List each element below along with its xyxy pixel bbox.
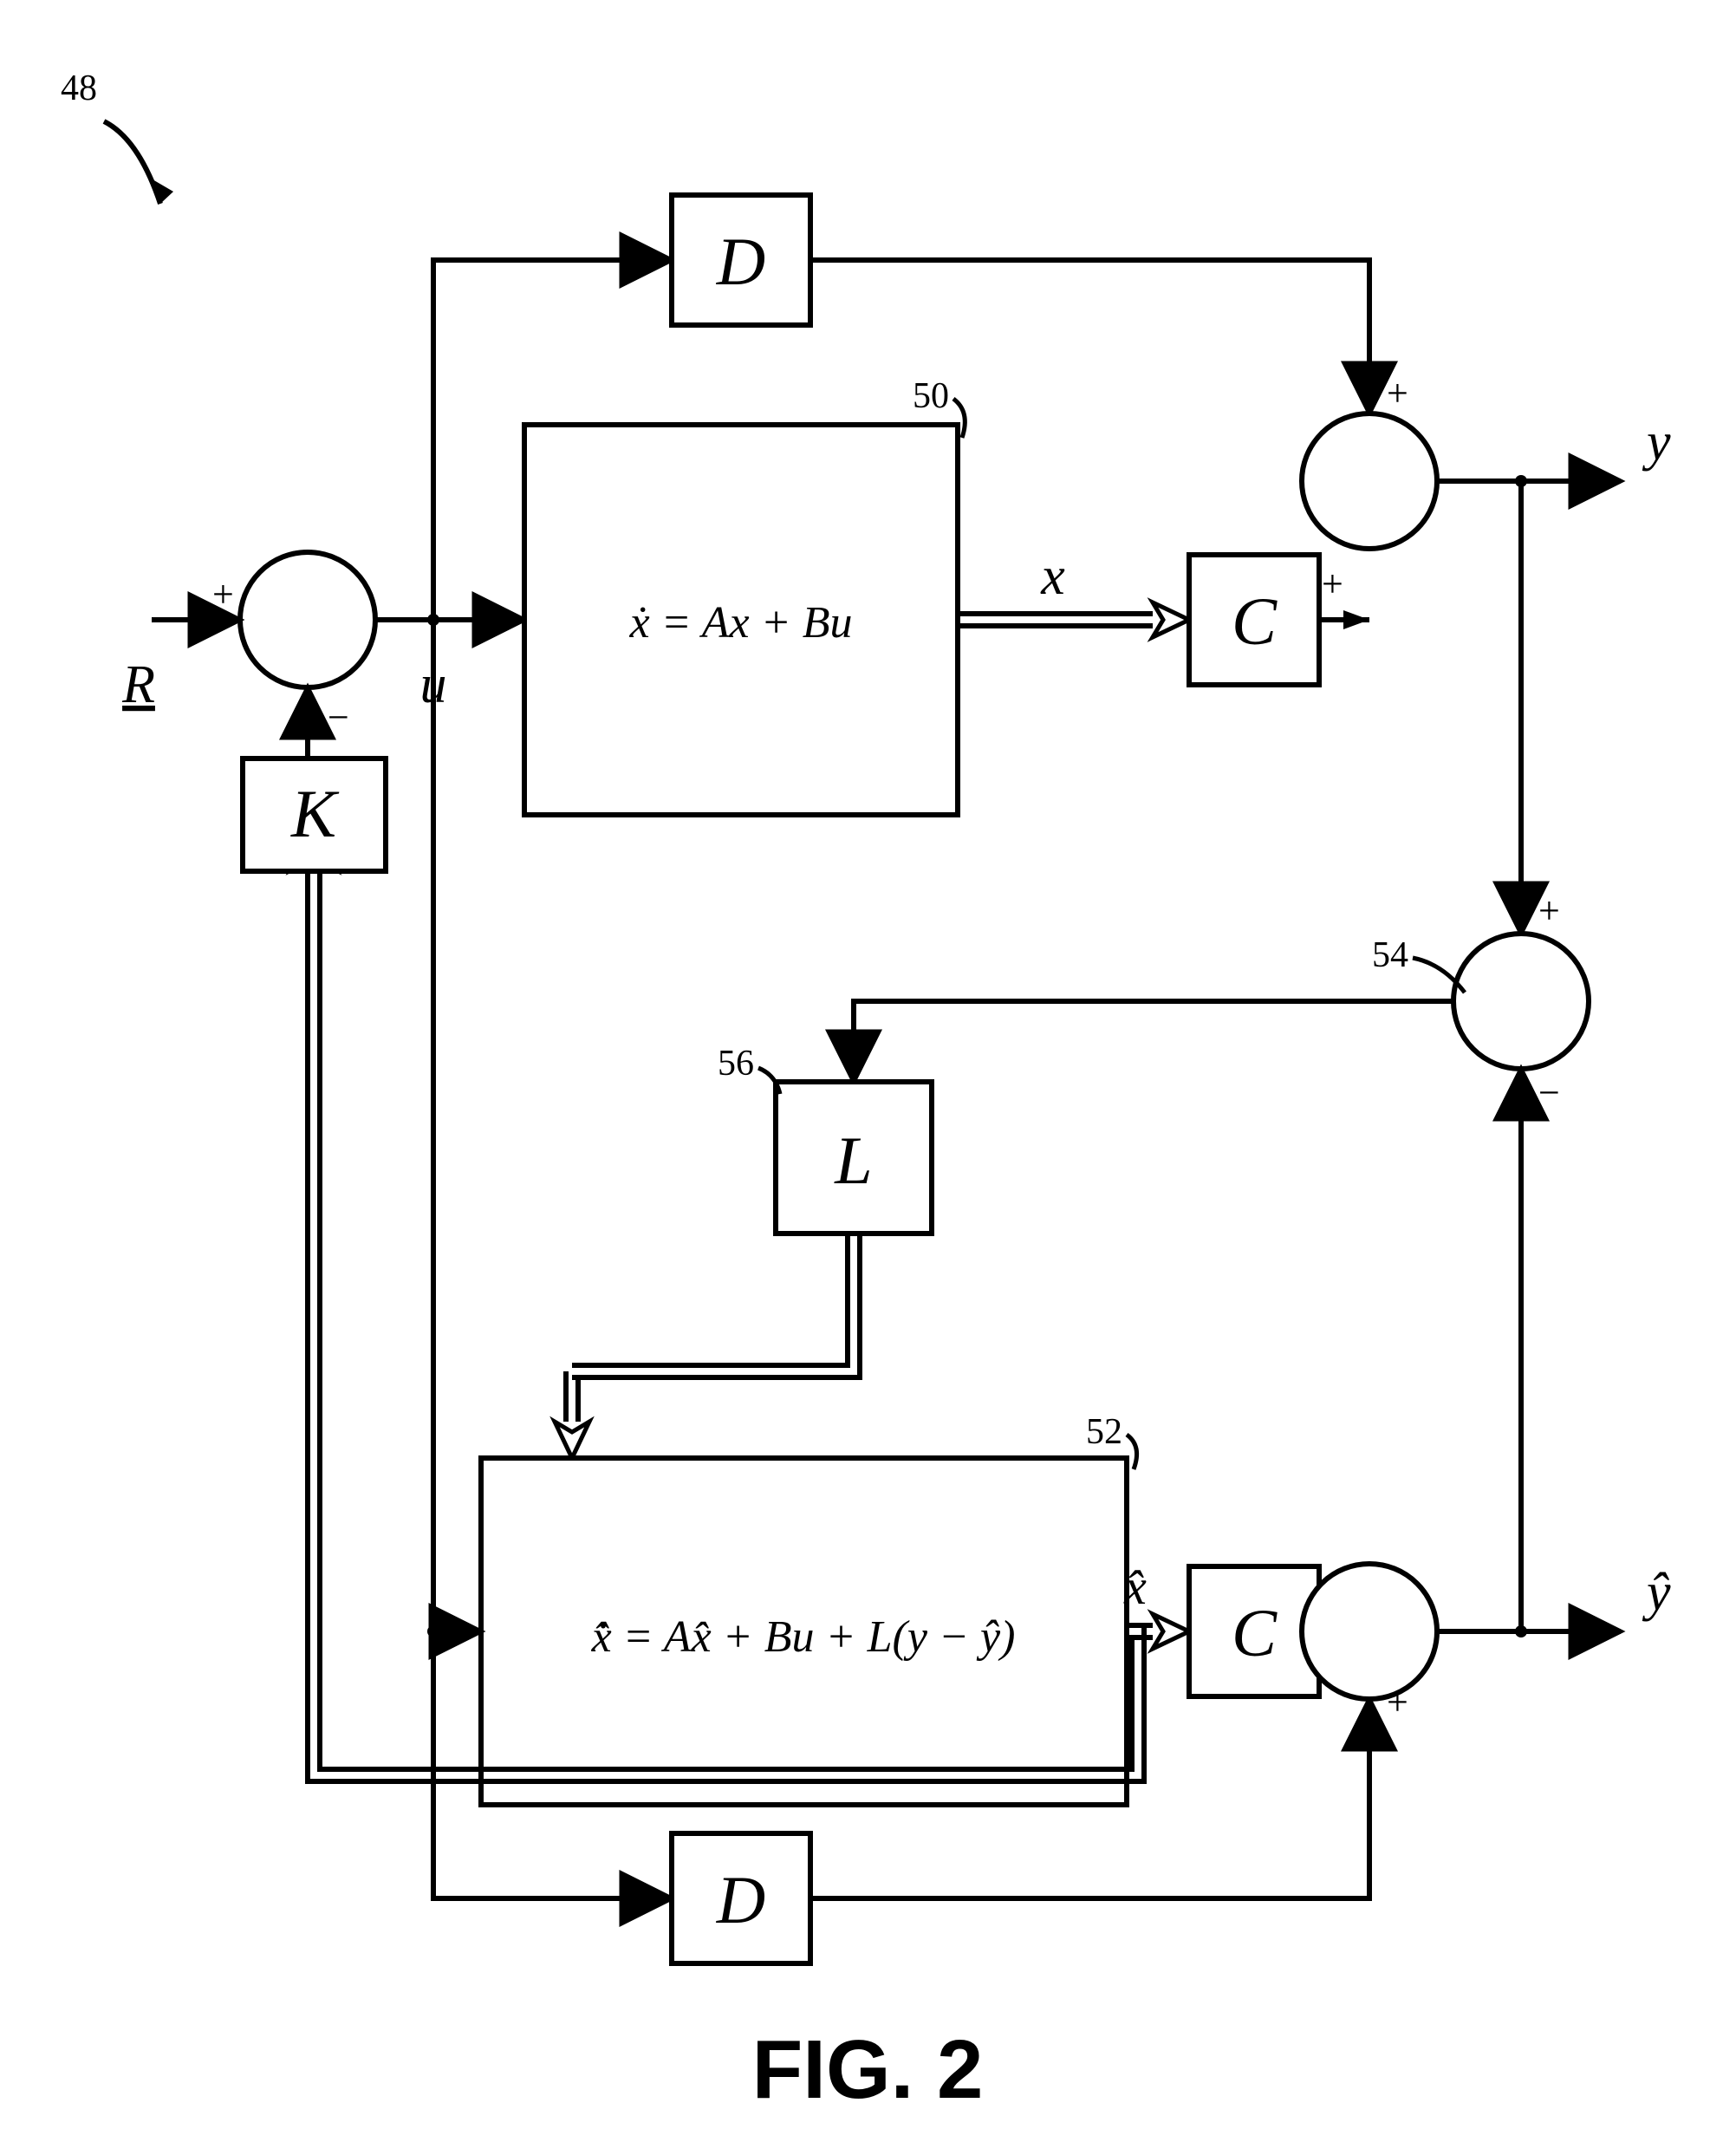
label-C-bot: C	[1232, 1595, 1278, 1670]
sum-err-minus: −	[1538, 1071, 1560, 1114]
signal-L-out	[555, 1234, 860, 1458]
ref-50-text: 50	[913, 376, 949, 416]
label-C-top: C	[1232, 583, 1278, 659]
label-D-bot: D	[716, 1862, 765, 1937]
ref-48-text: 48	[61, 68, 97, 108]
sum-ytop-plus-left: +	[1322, 563, 1343, 605]
label-xhat: x̂	[1123, 1559, 1147, 1615]
ref-56-text: 56	[718, 1044, 754, 1084]
figure-ref-48: 48	[61, 68, 173, 204]
sum-err-plus: +	[1538, 889, 1560, 932]
sum-ytop-plus-top: +	[1387, 372, 1408, 414]
sum-input: + −	[212, 552, 375, 739]
signal-u: u	[375, 614, 524, 714]
block-plant: ẋ = Ax + Bu 50	[524, 376, 965, 815]
signal-yhat: ŷ −	[1437, 1069, 1671, 1637]
diagram-canvas: 48 + − R u D ẋ = Ax + Bu 50	[0, 0, 1736, 2155]
sum-input-plus: +	[212, 573, 234, 615]
block-K: K	[243, 758, 386, 871]
block-L: L 56	[718, 1044, 932, 1234]
signal-x: x	[958, 547, 1189, 637]
block-D-top: D	[672, 195, 810, 325]
sum-y-bot	[1302, 1564, 1437, 1699]
eq-observer: x̂̇ = Ax̂ + Bu + L(y − ŷ)	[591, 1612, 1016, 1662]
branch-u-to-observer	[433, 620, 481, 1631]
label-x: x	[1040, 547, 1065, 606]
label-L: L	[834, 1123, 872, 1198]
label-yhat: ŷ	[1642, 1563, 1671, 1622]
label-R: R	[121, 655, 155, 714]
signal-R: R	[121, 620, 240, 714]
signal-y: y +	[1437, 413, 1671, 934]
ref-52-text: 52	[1086, 1412, 1122, 1452]
label-D-top: D	[716, 224, 765, 299]
wire-err-to-L	[854, 1001, 1453, 1082]
block-C-top: C	[1189, 555, 1319, 685]
sum-input-minus: −	[328, 696, 349, 739]
ref-48-leader	[104, 121, 160, 204]
ref-54-text: 54	[1372, 935, 1408, 975]
label-y: y	[1642, 413, 1671, 472]
block-observer: x̂̇ = Ax̂ + Bu + L(y − ŷ) 52	[481, 1412, 1137, 1805]
label-K: K	[290, 776, 340, 851]
eq-plant: ẋ = Ax + Bu	[629, 598, 853, 648]
wire-Dtop-to-sumytop	[810, 260, 1369, 413]
block-D-bot: D	[672, 1833, 810, 1963]
figure-caption: FIG. 2	[752, 2023, 984, 2116]
